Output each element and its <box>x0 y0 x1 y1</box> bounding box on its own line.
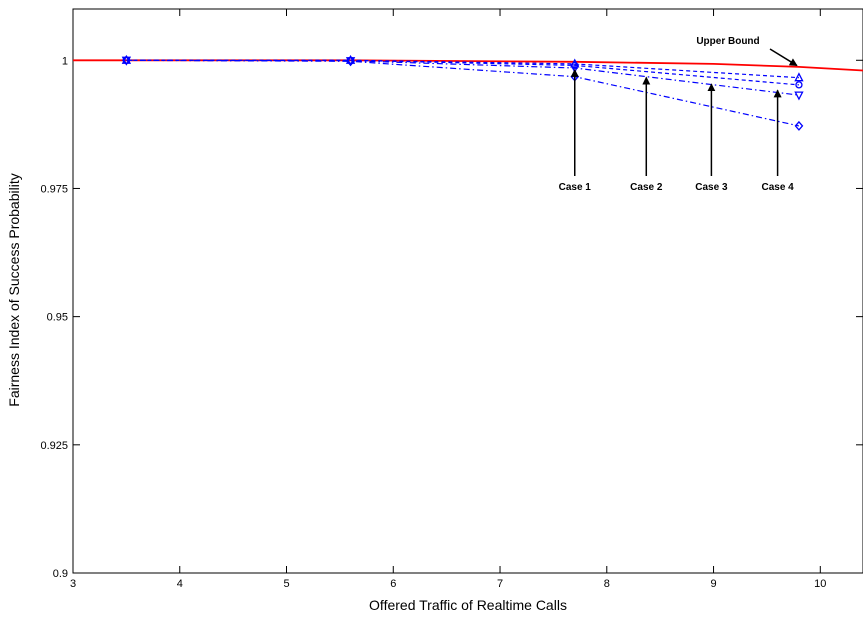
annotation-case-3: Case 3 <box>695 83 728 193</box>
diamond-marker <box>122 55 131 66</box>
x-axis: 3 4 5 6 7 8 9 10 <box>70 9 826 590</box>
y-tick-label: 0.9 <box>53 568 68 580</box>
annotation-arrow <box>769 48 798 67</box>
diamond-marker <box>794 120 804 131</box>
annotation-case-1: Case 1 <box>559 68 592 193</box>
x-tick-label: 6 <box>390 578 396 590</box>
annotation-layer: Upper Bound Case 1 Case 2 Case 3 Case 4 <box>559 36 798 193</box>
x-axis-label: Offered Traffic of Realtime Calls <box>369 597 567 613</box>
series-line <box>126 59 800 127</box>
x-tick-label: 9 <box>710 578 716 590</box>
annotation-label: Case 4 <box>761 182 794 193</box>
plot-area <box>72 8 863 574</box>
x-tick-label: 5 <box>283 578 289 590</box>
series-layer <box>73 54 863 131</box>
x-tick-label: 8 <box>604 578 610 590</box>
x-tick-label: 10 <box>814 578 826 590</box>
annotation-label: Case 2 <box>630 182 663 193</box>
x-tick-label: 7 <box>497 578 503 590</box>
y-axis: 0.9 0.925 0.95 0.975 1 <box>40 55 863 580</box>
annotation-upper-bound: Upper Bound <box>696 36 798 67</box>
diamond-marker <box>346 56 355 67</box>
y-axis-label: Fairness Index of Success Probability <box>6 173 22 406</box>
triangle-up-marker <box>794 72 804 82</box>
annotation-label: Case 3 <box>695 182 728 193</box>
annotation-label: Upper Bound <box>696 36 759 47</box>
circle-marker <box>795 81 803 89</box>
x-tick-label: 4 <box>177 578 183 590</box>
triangle-down-marker <box>570 64 580 74</box>
annotation-case-2: Case 2 <box>630 76 663 193</box>
x-tick-label: 3 <box>70 578 76 590</box>
triangle-down-marker <box>794 91 804 101</box>
y-tick-label: 0.95 <box>47 312 68 324</box>
y-tick-label: 0.975 <box>40 183 68 195</box>
y-tick-label: 1 <box>62 55 68 67</box>
annotation-case-4: Case 4 <box>761 89 794 193</box>
annotation-label: Case 1 <box>559 182 592 193</box>
y-tick-label: 0.925 <box>40 440 68 452</box>
